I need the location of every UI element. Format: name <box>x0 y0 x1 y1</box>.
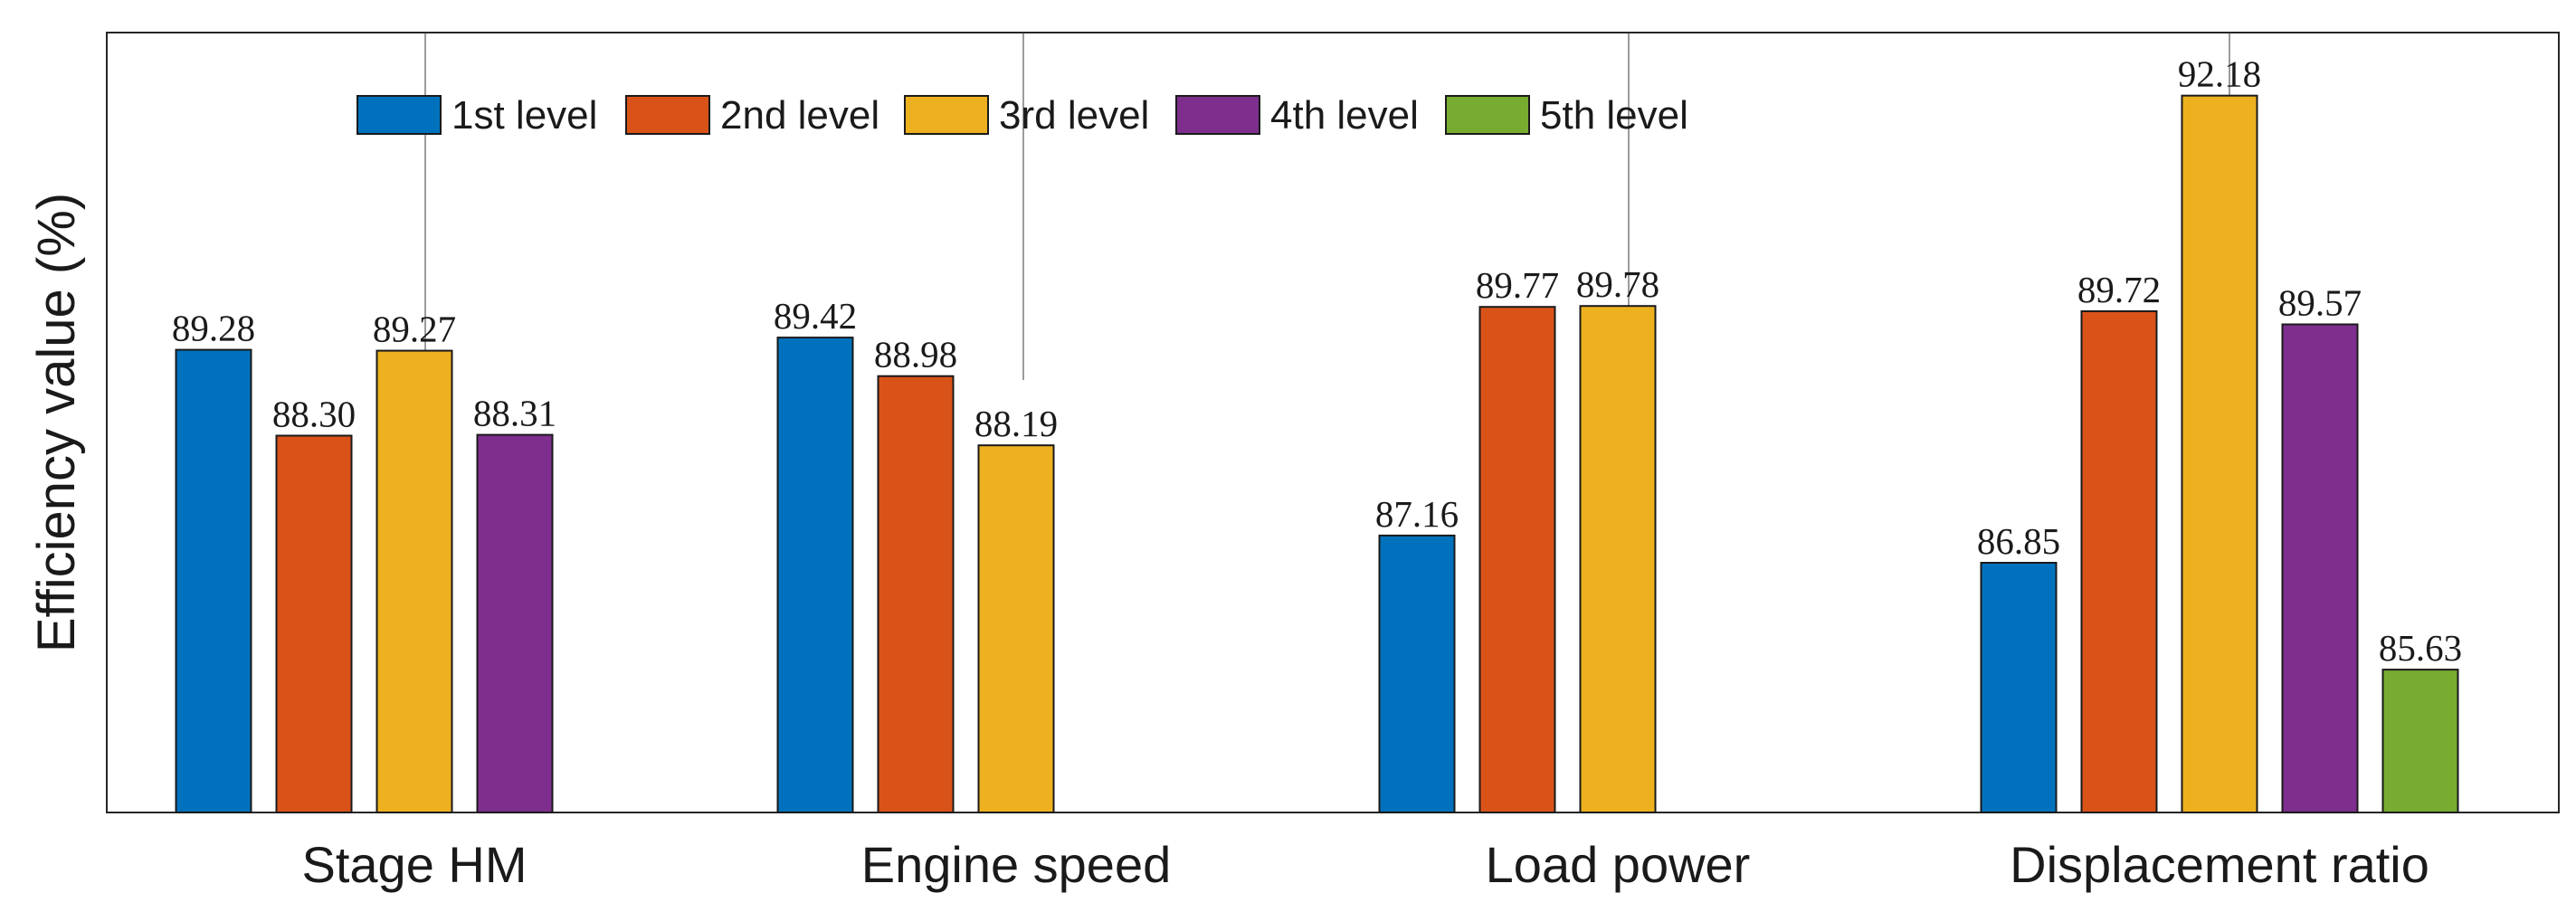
bar-stage-hm-1st-level <box>175 348 252 813</box>
legend-label: 1st level <box>452 93 597 138</box>
bar-displacement-ratio-3rd-level <box>2181 94 2258 813</box>
value-label: 87.16 <box>1375 493 1459 535</box>
bar-stage-hm-4th-level <box>476 433 554 813</box>
legend-label: 2nd level <box>720 93 879 138</box>
x-tick-label: Engine speed <box>861 836 1172 893</box>
bars-group <box>175 94 2459 814</box>
bar-displacement-ratio-1st-level <box>1980 562 2058 813</box>
bar-displacement-ratio-5th-level <box>2381 669 2459 813</box>
bar-displacement-ratio-4th-level <box>2281 323 2359 813</box>
bar-stage-hm-3rd-level <box>375 349 453 813</box>
legend-swatch <box>1445 95 1530 135</box>
x-tick-label: Load power <box>1486 836 1751 893</box>
value-label: 89.57 <box>2278 282 2362 324</box>
value-label: 89.28 <box>172 308 255 349</box>
bar-displacement-ratio-2nd-level <box>2080 310 2158 813</box>
legend-swatch <box>625 95 710 135</box>
bar-engine-speed-2nd-level <box>877 375 955 813</box>
value-label: 88.30 <box>272 394 356 435</box>
value-label: 85.63 <box>2379 627 2462 669</box>
x-tick-label: Stage HM <box>302 836 528 893</box>
value-label: 89.42 <box>774 295 857 337</box>
legend-label: 4th level <box>1270 93 1419 138</box>
value-label: 89.77 <box>1476 264 1559 306</box>
guide-lines <box>424 33 2230 398</box>
value-label: 92.18 <box>2178 53 2261 95</box>
legend-swatch <box>904 95 989 135</box>
legend-swatch <box>1175 95 1260 135</box>
bar-load-power-2nd-level <box>1478 306 1556 813</box>
bar-load-power-3rd-level <box>1579 305 1657 813</box>
bar-load-power-1st-level <box>1378 534 1456 814</box>
legend-swatch <box>356 95 442 135</box>
legend-label: 5th level <box>1540 93 1688 138</box>
bar-engine-speed-1st-level <box>776 337 854 814</box>
value-label: 89.72 <box>2077 269 2161 310</box>
legend: 1st level 2nd level 3rd level 4th level 5th … <box>356 93 1688 138</box>
bar-engine-speed-3rd-level <box>977 444 1055 813</box>
value-label: 88.19 <box>974 403 1058 444</box>
value-label: 88.31 <box>473 393 556 434</box>
bar-stage-hm-2nd-level <box>275 434 353 813</box>
value-label: 86.85 <box>1977 520 2060 562</box>
value-label: 89.27 <box>373 309 456 350</box>
y-axis-label: Efficiency value (%) <box>27 193 86 652</box>
legend-label: 3rd level <box>999 93 1149 138</box>
x-tick-label: Displacement ratio <box>2010 836 2429 893</box>
value-label: 88.98 <box>874 334 957 375</box>
value-label: 89.78 <box>1576 263 1659 305</box>
x-tick-labels: Stage HM Engine speed Load power Displaceme… <box>302 836 2429 893</box>
value-labels-group: 89.28 88.30 89.27 88.31 89.42 88.98 88.19 87.16… <box>172 53 2462 669</box>
